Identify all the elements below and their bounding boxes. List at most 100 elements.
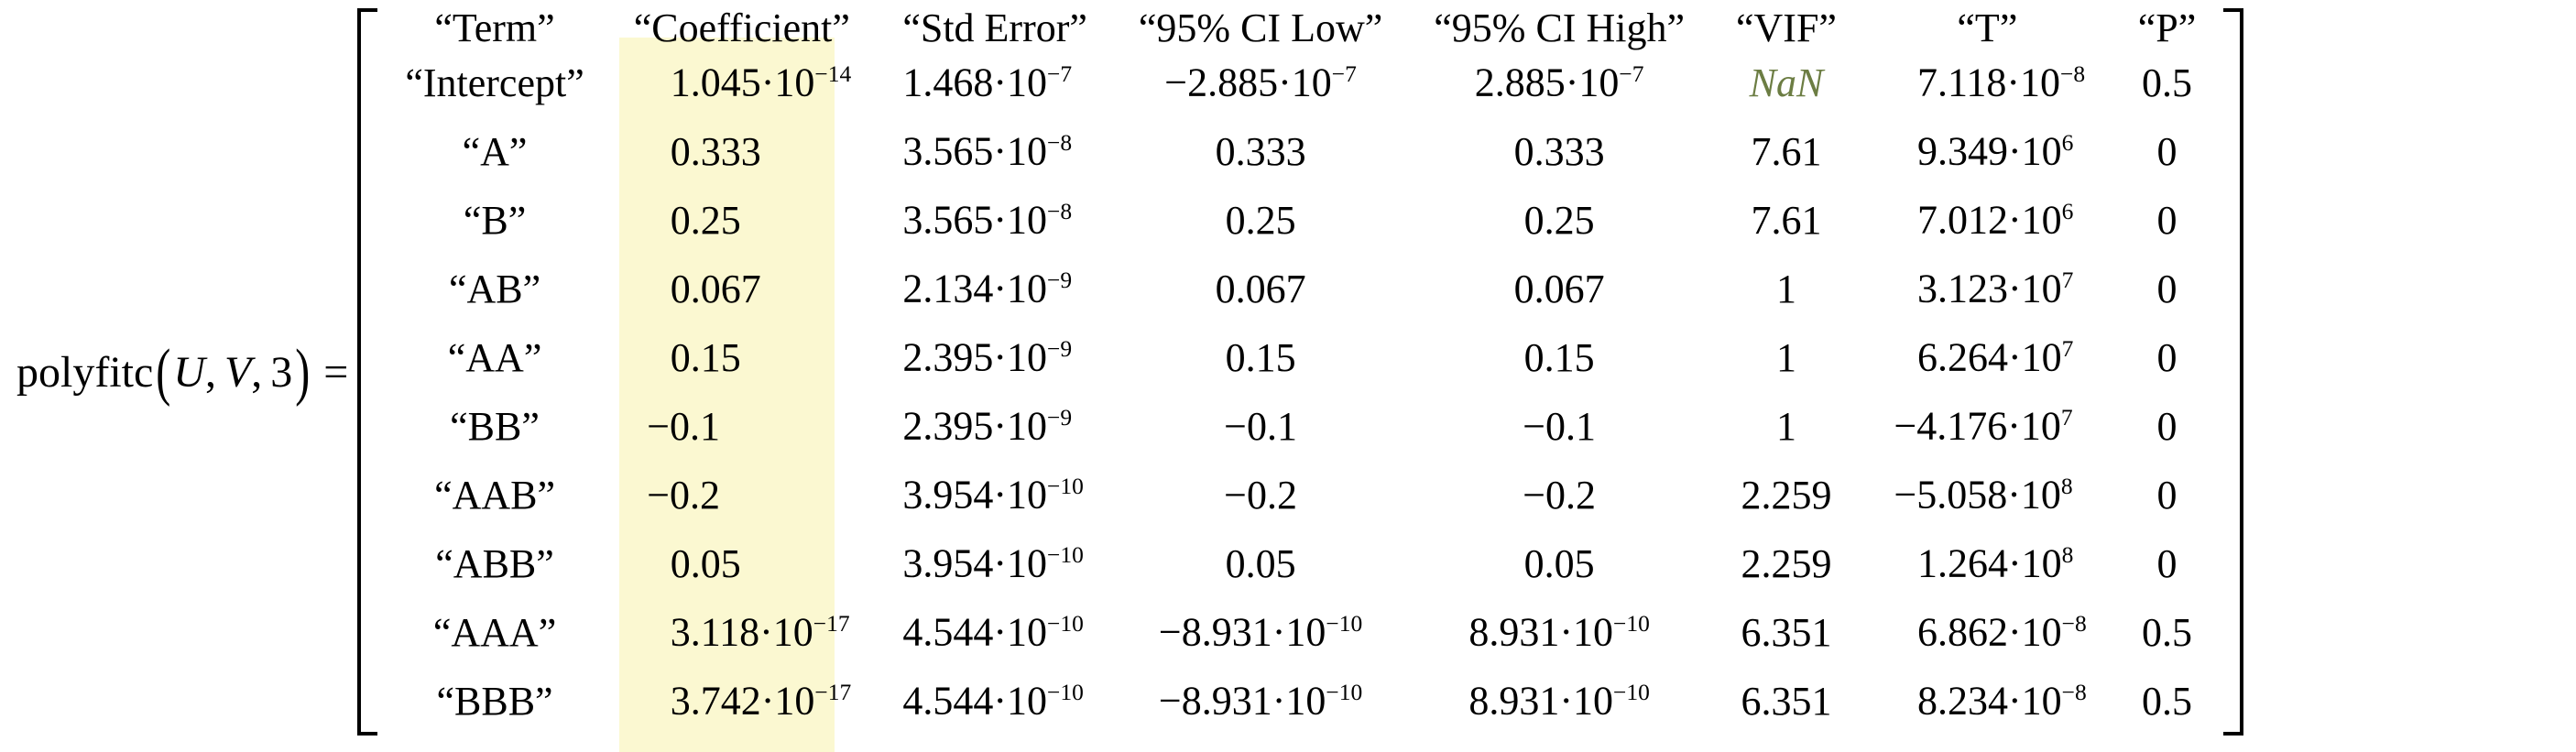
comma-separator: , <box>251 347 263 397</box>
value-cell: 6.351 <box>1741 678 1832 724</box>
value-cell: 1 <box>1775 403 1796 449</box>
value-cell: −2.885·10−7 <box>1164 60 1357 105</box>
value-cell: 0.15 <box>1225 334 1296 380</box>
equation-lhs: polyfitc(U, V, 3) = <box>16 337 355 408</box>
term-cell: “ABB” <box>435 540 554 586</box>
term-cell: “AA” <box>447 334 542 380</box>
coefficient-cell: 0.25 <box>610 186 878 255</box>
open-paren-icon: ( <box>156 336 171 408</box>
close-paren-icon: ) <box>295 336 311 408</box>
column-header: “Term” <box>434 5 555 50</box>
coefficient-cell: 1.045·10−14 <box>610 38 878 117</box>
value-cell: 0.5 <box>2142 609 2193 655</box>
value-cell: 7.012·106 <box>1916 197 2074 243</box>
table-row: “B” 0.25 3.565·10−8 0.25 0.25 7.61 7.012·106 0 <box>379 186 2221 255</box>
equals-sign: = <box>323 347 349 397</box>
table-row: “AB” 0.067 2.134·10−9 0.067 0.067 1 3.123·107 0 <box>379 255 2221 323</box>
comma-separator: , <box>204 347 216 397</box>
arg-v: V <box>224 347 252 397</box>
coefficient-cell: 0.333 <box>610 117 878 186</box>
value-cell: 0.05 <box>1225 540 1296 586</box>
value-cell: 1 <box>1775 266 1796 311</box>
value-cell: 0 <box>2156 472 2178 518</box>
matrix-body: “Intercept” 1.045·10−14 1.468·10−7 −2.885·1… <box>379 38 2221 752</box>
term-cell: “AB” <box>448 266 541 311</box>
matrix-right-bracket-icon <box>2223 8 2244 736</box>
table-row: “BB” −0.1 2.395·10−9 −0.1 −0.1 1 −4.176·107 0 <box>379 392 2221 461</box>
value-cell: 3.954·10−10 <box>902 472 1084 518</box>
value-cell: −0.1 <box>1523 403 1597 449</box>
value-cell: 6.862·10−8 <box>1916 609 2087 655</box>
matrix-left-bracket-icon <box>357 8 378 736</box>
value-cell: 0 <box>2156 128 2178 174</box>
value-cell: 9.349·106 <box>1916 128 2074 174</box>
value-cell: 6.351 <box>1741 609 1832 655</box>
value-cell: 0.25 <box>1523 197 1595 243</box>
column-header: “T” <box>1957 5 2018 50</box>
value-cell: 0.333 <box>1513 128 1605 174</box>
value-cell: 0 <box>2156 540 2178 586</box>
term-cell: “AAB” <box>434 472 556 518</box>
term-cell: “BBB” <box>436 678 553 724</box>
table-row: “Intercept” 1.045·10−14 1.468·10−7 −2.885·1… <box>379 38 2221 117</box>
value-cell: −0.2 <box>1523 472 1597 518</box>
column-header: “Coefficient” <box>633 5 850 50</box>
value-cell: 3.123·107 <box>1916 266 2074 311</box>
function-name: polyfitc <box>16 347 154 397</box>
value-cell: 8.931·10−10 <box>1468 678 1650 724</box>
arg-degree: 3 <box>270 347 293 397</box>
coefficient-cell: 0.15 <box>610 323 878 392</box>
value-cell: 1 <box>1775 334 1796 380</box>
term-cell: “A” <box>462 128 528 174</box>
value-cell: 8.931·10−10 <box>1468 609 1650 655</box>
column-header: “95% CI Low” <box>1138 5 1383 50</box>
value-cell: 1.468·10−7 <box>902 60 1073 105</box>
value-cell: 0.05 <box>1523 540 1595 586</box>
value-cell: 7.61 <box>1751 128 1822 174</box>
coefficient-cell: 3.742·10−17 <box>610 667 878 752</box>
value-cell: 0.25 <box>1225 197 1296 243</box>
value-cell: 2.259 <box>1741 472 1832 518</box>
coefficient-cell: 0.05 <box>610 529 878 598</box>
term-cell: “B” <box>463 197 527 243</box>
result-matrix: “Term” “Coefficient” “Std Error” “95% CI Lo… <box>357 8 2244 752</box>
value-cell: 4.544·10−10 <box>902 609 1084 655</box>
value-cell: 0.15 <box>1523 334 1595 380</box>
value-cell: 6.264·107 <box>1916 334 2074 380</box>
value-cell: 2.885·10−7 <box>1474 60 1644 105</box>
table-row: “AA” 0.15 2.395·10−9 0.15 0.15 1 6.264·107 0 <box>379 323 2221 392</box>
value-cell: 2.259 <box>1741 540 1832 586</box>
value-cell: 1.264·108 <box>1916 540 2074 586</box>
table-row: “BBB” 3.742·10−17 4.544·10−10 −8.931·10−10 8… <box>379 667 2221 752</box>
value-cell: 0 <box>2156 197 2178 243</box>
arg-u: U <box>173 347 205 397</box>
value-cell: 2.134·10−9 <box>902 266 1073 311</box>
coefficient-cell: −0.1 <box>610 392 878 461</box>
value-cell: 0.333 <box>1215 128 1306 174</box>
value-cell: −8.931·10−10 <box>1158 609 1363 655</box>
value-cell: 7.61 <box>1751 197 1822 243</box>
value-cell: 0 <box>2156 403 2178 449</box>
table-row: “A” 0.333 3.565·10−8 0.333 0.333 7.61 9.349·10… <box>379 117 2221 186</box>
value-cell: −5.058·108 <box>1894 472 2073 518</box>
polyfitc-result-table: “Term” “Coefficient” “Std Error” “95% CI Lo… <box>379 8 2221 752</box>
value-cell: −4.176·107 <box>1894 403 2073 449</box>
table-row: “AAB” −0.2 3.954·10−10 −0.2 −0.2 2.259 −5.058·… <box>379 461 2221 529</box>
value-cell: 2.395·10−9 <box>902 334 1073 380</box>
value-cell: 3.565·10−8 <box>902 128 1073 174</box>
value-cell: 3.954·10−10 <box>902 540 1084 586</box>
value-cell: 0.067 <box>1513 266 1605 311</box>
table-row: “ABB” 0.05 3.954·10−10 0.05 0.05 2.259 1.264·1… <box>379 529 2221 598</box>
header-row: “Term” “Coefficient” “Std Error” “95% CI Lo… <box>379 8 2221 49</box>
term-cell: “BB” <box>450 403 540 449</box>
value-cell: 2.395·10−9 <box>902 403 1073 449</box>
term-cell: “Intercept” <box>405 60 584 105</box>
coefficient-cell: 3.118·10−17 <box>610 598 878 667</box>
value-cell: 0 <box>2156 266 2178 311</box>
coefficient-cell: 0.067 <box>610 255 878 323</box>
value-cell: 4.544·10−10 <box>902 678 1084 724</box>
value-cell: 8.234·10−8 <box>1916 678 2087 724</box>
term-cell: “AAA” <box>432 609 557 655</box>
value-cell: −0.1 <box>1224 403 1297 449</box>
